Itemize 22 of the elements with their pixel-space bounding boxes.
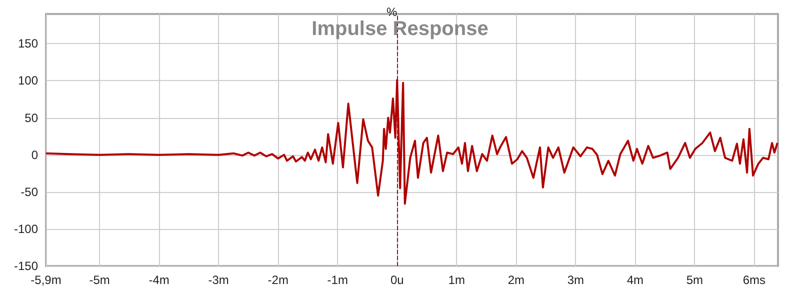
- x-tick-label: 3m: [567, 273, 584, 287]
- x-tick-label: -3m: [208, 273, 229, 287]
- x-tick-label: 6ms: [742, 273, 766, 287]
- chart-title: Impulse Response: [312, 18, 488, 40]
- y-tick-label: 50: [24, 110, 38, 125]
- x-tick-label: 2m: [508, 273, 524, 287]
- y-tick-label: 150: [18, 36, 38, 51]
- x-tick-label: -5,9m: [30, 273, 62, 287]
- x-tick-label: 0u: [390, 273, 404, 287]
- y-axis-title: %: [386, 5, 398, 19]
- x-tick-label: 5m: [686, 273, 704, 287]
- y-tick-label: -100: [14, 222, 38, 236]
- x-tick-label: -4m: [148, 273, 170, 287]
- y-tick-label: 0: [31, 148, 38, 162]
- x-tick-label: -1m: [327, 273, 348, 287]
- x-tick-label: 1m: [448, 273, 465, 287]
- y-tick-label: -50: [20, 184, 38, 199]
- x-tick-label: -2m: [268, 273, 288, 287]
- y-tick-label: -150: [14, 259, 38, 273]
- x-tick-label: 4m: [626, 273, 644, 287]
- x-tick-label: -5m: [89, 273, 110, 287]
- y-tick-label: 100: [18, 74, 38, 88]
